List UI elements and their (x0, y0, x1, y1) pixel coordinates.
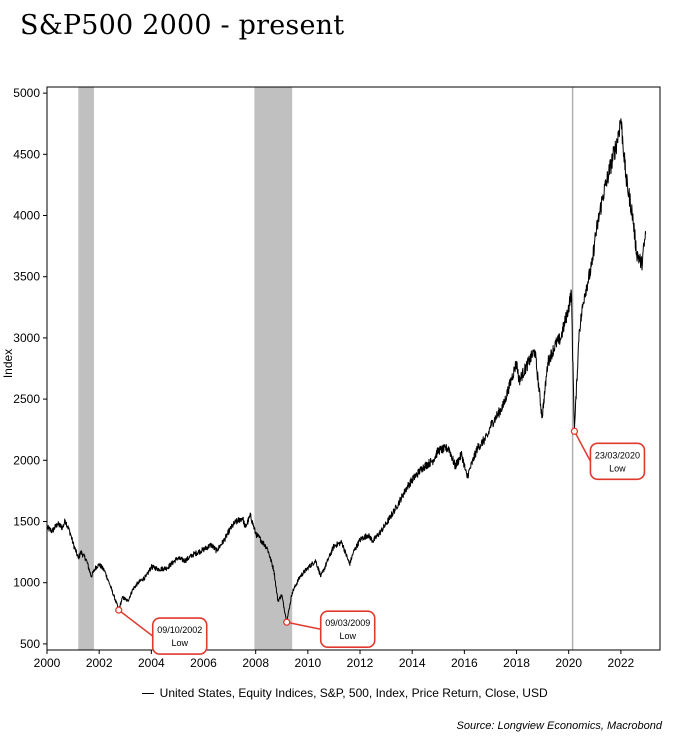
annotations: 09/10/2002 Low 09/03/2009 Low 23/03/2020 Low (115, 427, 646, 655)
y-tick-label-1000: 1000 (13, 576, 40, 590)
y-tick-label-5000: 5000 (13, 86, 40, 100)
y-tick-label-3500: 3500 (13, 270, 40, 284)
plot-frame (46, 86, 661, 651)
legend-swatch (142, 693, 155, 695)
annotation-box-2 (319, 610, 376, 649)
recession-band-2 (254, 87, 293, 650)
series-layer (46, 118, 647, 623)
annotation-label-2: Low (339, 631, 356, 641)
annotation-point-3 (570, 427, 579, 435)
y-tick-label-4000: 4000 (13, 209, 40, 223)
annotation-leader-3 (573, 430, 592, 462)
x-tick-label-2014: 2014 (399, 656, 426, 670)
y-axis-label: Index (1, 349, 15, 378)
y-tick-label-500: 500 (20, 637, 40, 651)
annotation-label-1: Low (171, 638, 188, 648)
source-note: Source: Longview Economics, Macrobond (456, 720, 662, 732)
x-tick-label-2012: 2012 (347, 656, 374, 670)
x-tick-label-2018: 2018 (503, 656, 530, 670)
annotation-point-1 (115, 606, 123, 614)
y-tick-label-1500: 1500 (13, 514, 40, 528)
legend-label: United States, Equity Indices, S&P, 500,… (159, 686, 548, 700)
y-tick-label-2500: 2500 (13, 392, 40, 406)
legend: United States, Equity Indices, S&P, 500,… (0, 686, 690, 700)
chart-title: S&P500 2000 - present (20, 10, 345, 41)
axes: 500 1000 1500 2000 2500 3000 3500 4000 4500 5000 2… (1, 86, 661, 670)
annotation-date-3: 23/03/2020 (595, 450, 640, 460)
x-tick-label-2008: 2008 (242, 656, 269, 670)
annotation-leader-2 (286, 621, 321, 630)
recession-band-1 (78, 87, 94, 650)
x-tick-label-2000: 2000 (34, 656, 61, 670)
annotation-box-3 (589, 442, 646, 481)
annotation-leader-1 (118, 609, 154, 637)
x-tick-label-2004: 2004 (138, 656, 165, 670)
annotation-point-2 (283, 618, 291, 626)
x-tick-label-2010: 2010 (294, 656, 321, 670)
y-tick-label-2000: 2000 (13, 453, 40, 467)
y-tick-label-4500: 4500 (13, 147, 40, 161)
recession-bands (78, 87, 293, 650)
annotation-date-2: 09/03/2009 (325, 618, 370, 628)
x-tick-label-2016: 2016 (451, 656, 478, 670)
annotation-box-1 (151, 617, 208, 655)
annotation-date-1: 09/10/2002 (157, 625, 202, 635)
y-tick-label-3000: 3000 (13, 331, 40, 345)
x-tick-label-2022: 2022 (608, 656, 635, 670)
annotation-label-3: Low (609, 463, 626, 473)
x-tick-label-2006: 2006 (190, 656, 217, 670)
x-tick-label-2002: 2002 (86, 656, 113, 670)
series-line-1 (46, 118, 647, 623)
x-tick-label-2020: 2020 (555, 656, 582, 670)
line-chart: 500 1000 1500 2000 2500 3000 3500 4000 4500 5000 2… (1, 86, 661, 670)
